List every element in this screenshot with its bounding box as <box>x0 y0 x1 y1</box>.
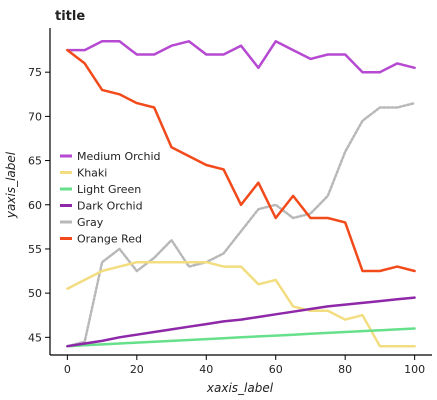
x-tick-label: 100 <box>404 363 425 376</box>
y-tick-label: 45 <box>28 331 42 344</box>
legend-label: Light Green <box>77 183 141 196</box>
y-tick-label: 75 <box>28 66 42 79</box>
series-line-khaki <box>67 262 414 346</box>
y-axis-title: yaxis_label <box>4 151 18 219</box>
x-tick-label: 40 <box>199 363 213 376</box>
y-tick-label: 55 <box>28 243 42 256</box>
legend-label: Gray <box>77 216 104 229</box>
x-tick-label: 0 <box>64 363 71 376</box>
x-tick-label: 20 <box>130 363 144 376</box>
legend-label: Medium Orchid <box>77 150 160 163</box>
chart-title: title <box>55 9 85 24</box>
x-tick-label: 60 <box>269 363 283 376</box>
legend: Medium Orchid Khaki Light Green Dark Orchid… <box>60 150 160 246</box>
x-axis-title: xaxis_label <box>206 381 274 395</box>
y-tick-label: 50 <box>28 287 42 300</box>
legend-label: Dark Orchid <box>77 200 143 213</box>
legend-label: Khaki <box>77 167 107 180</box>
x-tick-label: 80 <box>338 363 352 376</box>
y-tick-label: 65 <box>28 155 42 168</box>
series-line-dark-orchid <box>67 298 414 347</box>
series-line-gray <box>67 103 414 346</box>
x-axis: 0 20 40 60 80 100 <box>50 355 432 376</box>
y-tick-label: 60 <box>28 199 42 212</box>
y-tick-label: 70 <box>28 110 42 123</box>
legend-label: Orange Red <box>77 233 142 246</box>
y-axis: 45 50 55 60 65 70 75 <box>28 28 50 355</box>
